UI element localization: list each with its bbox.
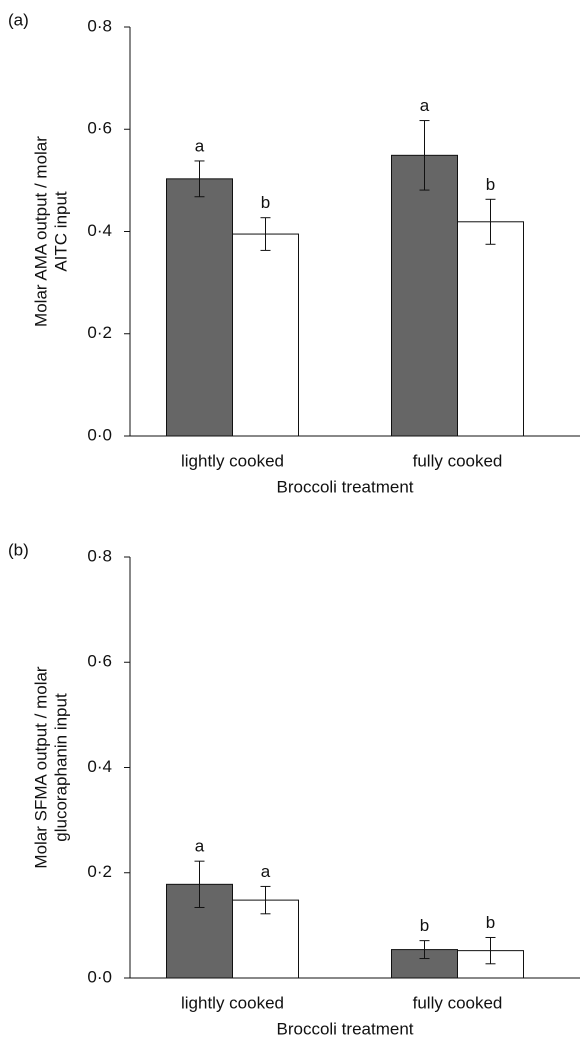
- error-bar: [485, 198, 496, 245]
- y-axis-label: glucoraphanin input: [51, 693, 70, 842]
- error-bar: [485, 936, 496, 965]
- error-bar: [419, 940, 430, 960]
- y-axis-label: Molar SFMA output / molar: [31, 666, 50, 869]
- significance-letter: b: [420, 916, 429, 935]
- significance-letter: b: [486, 913, 495, 932]
- significance-letter: a: [261, 862, 271, 881]
- y-tick-label: 0·2: [87, 862, 112, 881]
- y-axis-label: AITC input: [51, 191, 70, 272]
- x-axis-label: Broccoli treatment: [277, 1019, 414, 1038]
- bar: [166, 178, 233, 437]
- y-tick-label: 0·4: [87, 757, 112, 776]
- y-tick-label: 0·8: [87, 546, 112, 565]
- y-tick-label: 0·4: [87, 221, 112, 240]
- x-tick-label: fully cooked: [413, 993, 503, 1012]
- y-axis-label: Molar AMA output / molar: [31, 136, 50, 327]
- x-tick-label: lightly cooked: [181, 451, 284, 470]
- error-bar: [260, 217, 271, 251]
- x-tick-label: fully cooked: [413, 451, 503, 470]
- panel-label: (b): [8, 540, 29, 559]
- y-tick-label: 0·8: [87, 16, 112, 35]
- error-bar: [419, 120, 430, 191]
- x-tick-label: lightly cooked: [181, 993, 284, 1012]
- error-bar: [194, 860, 205, 908]
- bar: [391, 154, 458, 437]
- significance-letter: a: [195, 136, 205, 155]
- x-axis-label: Broccoli treatment: [277, 477, 414, 496]
- y-tick-label: 0·2: [87, 323, 112, 342]
- y-tick-label: 0·0: [87, 967, 112, 986]
- y-tick-label: 0·6: [87, 652, 112, 671]
- significance-letter: a: [420, 96, 430, 115]
- bar: [232, 233, 299, 437]
- significance-letter: b: [486, 175, 495, 194]
- error-bar: [260, 885, 271, 915]
- panel-label: (a): [8, 10, 29, 29]
- significance-letter: b: [261, 193, 270, 212]
- error-bar: [194, 160, 205, 198]
- y-tick-label: 0·0: [87, 425, 112, 444]
- significance-letter: a: [195, 837, 205, 856]
- y-tick-label: 0·6: [87, 119, 112, 138]
- bar: [457, 221, 524, 437]
